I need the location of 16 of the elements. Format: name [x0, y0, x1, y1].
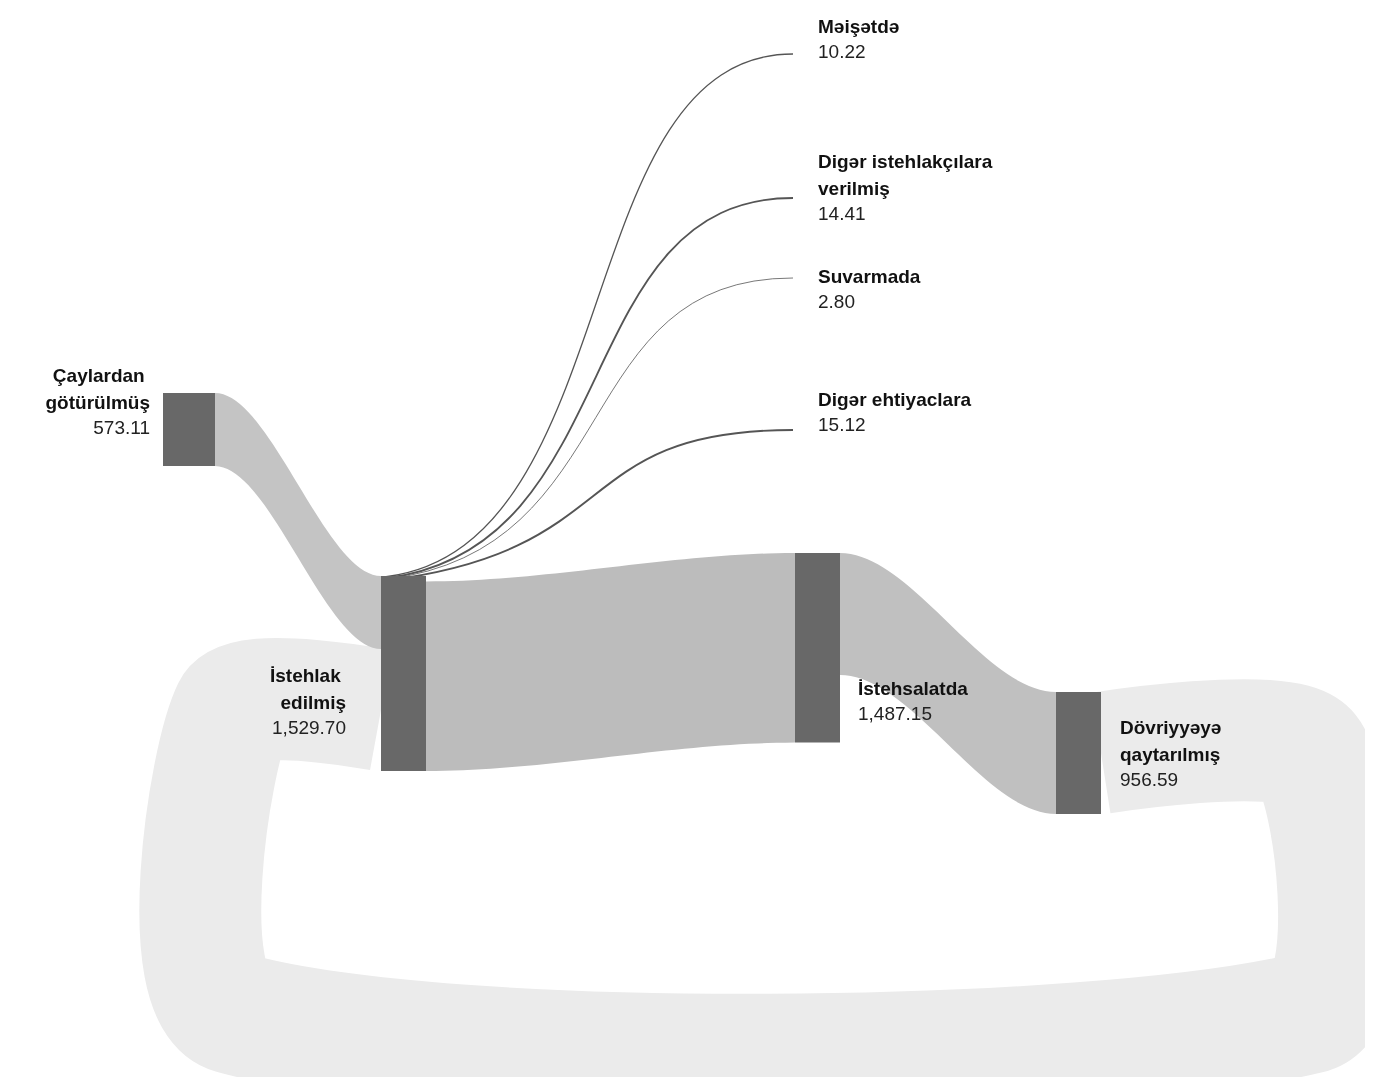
category-label: Digər ehtiyaclara [818, 389, 972, 410]
data-label: 1,487.15 [858, 703, 932, 724]
category-label: Dövriyyəyə qaytarılmış [1120, 717, 1227, 765]
data-label: 2.80 [818, 291, 855, 312]
data-label: 1,529.70 [272, 717, 346, 738]
category-label: Digər istehlakçılara verilmiş [818, 151, 998, 199]
category-label: İstehsalatda [858, 678, 969, 699]
category-label: Məişətdə [818, 16, 900, 37]
data-label: 956.59 [1120, 769, 1179, 790]
data-label: 10.22 [818, 41, 866, 62]
data-label: 573.11 [93, 417, 150, 438]
data-label: 14.41 [818, 203, 866, 224]
category-label: Suvarmada [818, 266, 921, 287]
category-label: Çaylardan götürülmüş [45, 365, 150, 413]
category-label: İstehlak edilmiş [269, 665, 346, 713]
data-label: 15.12 [818, 414, 866, 435]
